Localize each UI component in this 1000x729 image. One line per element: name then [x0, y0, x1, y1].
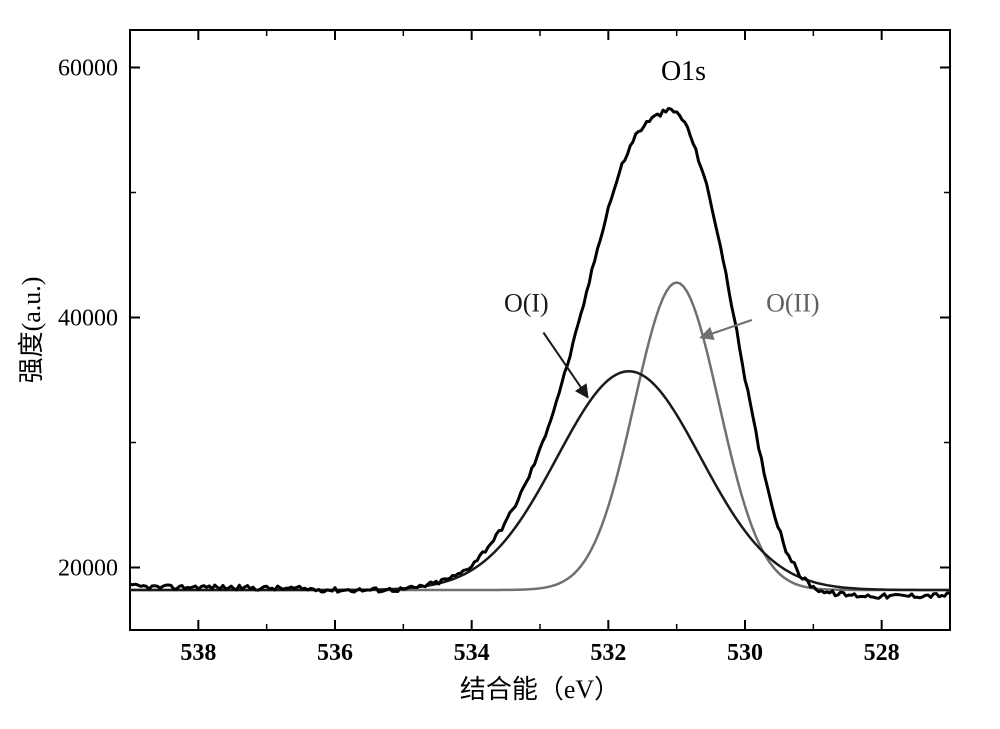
svg-text:532: 532 — [590, 640, 626, 666]
xps-chart: 538 536 534 532 530 528 20000 40000 60000 结合能（eV）… — [0, 0, 1000, 729]
svg-text:530: 530 — [727, 640, 763, 666]
svg-text:60000: 60000 — [58, 56, 118, 82]
annotation-o-ii: O(II) — [766, 288, 819, 317]
svg-text:534: 534 — [454, 640, 490, 666]
svg-text:538: 538 — [180, 640, 216, 666]
annotation-o-i: O(I) — [504, 288, 549, 317]
svg-text:528: 528 — [864, 640, 900, 666]
svg-text:40000: 40000 — [58, 306, 118, 332]
svg-text:结合能（eV）: 结合能（eV） — [460, 675, 620, 704]
svg-text:536: 536 — [317, 640, 353, 666]
chart-svg: 538 536 534 532 530 528 20000 40000 60000 结合能（eV）… — [0, 0, 1000, 729]
svg-text:20000: 20000 — [58, 556, 118, 582]
svg-text:强度(a.u.): 强度(a.u.) — [17, 277, 46, 384]
annotation-o1s: O1s — [661, 56, 706, 87]
